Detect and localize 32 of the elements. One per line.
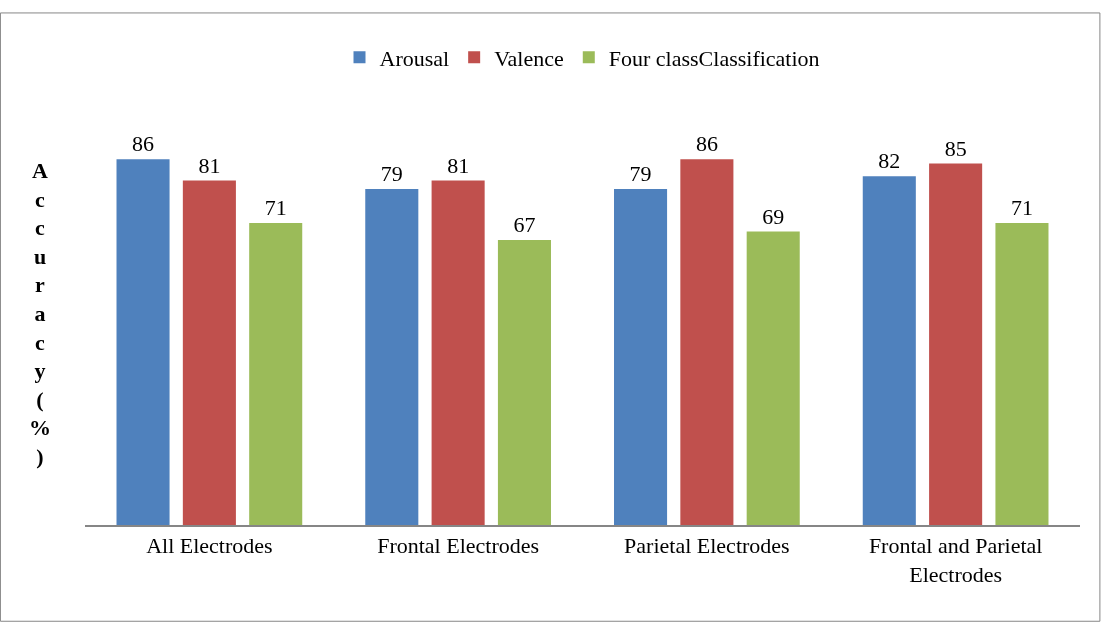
- bar: [680, 159, 734, 525]
- bar: [116, 159, 170, 525]
- data-label: 69: [762, 203, 785, 229]
- data-label: 79: [629, 161, 652, 187]
- bar: [862, 176, 916, 525]
- bar: [182, 180, 236, 525]
- data-label: 82: [878, 148, 901, 174]
- data-label: 86: [132, 131, 155, 157]
- text: Accuracy(%): [29, 158, 51, 469]
- x-tick-label: Frontal and Parietal Electrodes: [868, 533, 1043, 587]
- bar: [249, 223, 303, 525]
- data-label: 85: [944, 135, 967, 161]
- x-tick-label: Frontal Electrodes: [377, 533, 540, 559]
- bar: [929, 163, 983, 525]
- bar: [746, 231, 800, 525]
- legend-label: Four classClassification: [608, 45, 820, 71]
- data-label: 71: [1010, 195, 1033, 221]
- bar: [431, 180, 485, 525]
- data-label: 86: [695, 131, 718, 157]
- bar: [614, 189, 668, 525]
- data-label: 71: [264, 195, 287, 221]
- data-label: 67: [513, 212, 536, 238]
- x-tick-label: All Electrodes: [146, 533, 273, 559]
- data-label: 79: [380, 161, 403, 187]
- bar: [995, 223, 1049, 525]
- bar: [365, 189, 419, 525]
- bar: [497, 240, 551, 525]
- x-tick-label: Parietal Electrodes: [624, 533, 790, 559]
- data-label: 81: [198, 152, 221, 178]
- data-label: 81: [447, 152, 470, 178]
- legend-label: Arousal: [379, 45, 450, 71]
- legend-label: Valence: [494, 45, 564, 71]
